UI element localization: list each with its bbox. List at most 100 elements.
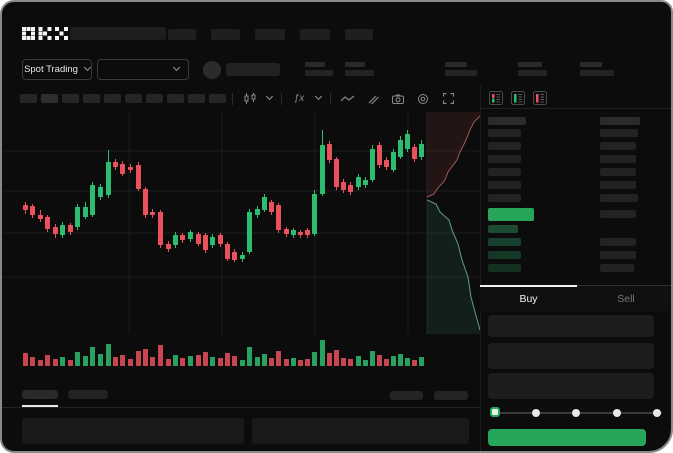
timeframe-pill[interactable] [209, 94, 226, 103]
book-asks-icon[interactable] [533, 91, 547, 105]
market-type-dropdown[interactable]: Spot Trading [22, 59, 92, 80]
draw-tool-icon[interactable] [365, 91, 381, 107]
bid-row-price[interactable] [488, 225, 518, 233]
stat-value-placeholder [305, 70, 333, 76]
stat-value-placeholder [445, 70, 477, 76]
line-tool-icon[interactable] [340, 91, 356, 107]
ask-row-price[interactable] [488, 129, 521, 137]
settings-gear-icon[interactable] [415, 91, 431, 107]
divider [480, 86, 481, 451]
ask-row-price[interactable] [488, 181, 521, 189]
timeframe-pill[interactable] [62, 94, 79, 103]
divider [480, 108, 671, 109]
coin-icon [203, 61, 221, 79]
divider [281, 92, 282, 105]
header-search-placeholder[interactable] [70, 27, 166, 40]
camera-icon[interactable] [390, 91, 406, 107]
volume-chart [23, 340, 424, 366]
stat-label-placeholder [345, 62, 365, 67]
market-type-label: Spot Trading [24, 64, 78, 75]
nav-item-placeholder[interactable] [211, 29, 240, 40]
chevron-down-icon [172, 63, 181, 72]
divider [2, 407, 480, 408]
timeframe-pill[interactable] [41, 94, 58, 103]
ask-row-price[interactable] [488, 142, 521, 150]
amount-slider[interactable] [490, 406, 662, 420]
slider-stop[interactable] [612, 409, 621, 417]
buy-button[interactable] [488, 429, 646, 446]
order-total-field[interactable] [488, 373, 654, 399]
depth-chart [427, 112, 480, 334]
pair-name-placeholder [226, 63, 280, 76]
orders-filter-button[interactable] [390, 391, 423, 400]
bid-row-price[interactable] [488, 238, 521, 246]
ask-row-amount [600, 129, 638, 137]
order-price-field[interactable] [488, 315, 654, 337]
chevron-down-icon[interactable] [265, 92, 274, 101]
nav-item-placeholder[interactable] [168, 29, 196, 40]
order-amount-field[interactable] [488, 343, 654, 369]
slider-stop[interactable] [531, 409, 540, 417]
trade-tabs: Buy Sell [480, 285, 671, 311]
nav-item-placeholder[interactable] [300, 29, 330, 40]
slider-stop[interactable] [653, 409, 661, 417]
last-price-bar [488, 208, 534, 221]
stat-label-placeholder [580, 62, 602, 67]
chart-tools: ƒx [232, 91, 456, 106]
bid-row-price[interactable] [488, 251, 521, 259]
ask-row-amount [600, 155, 636, 163]
timeframe-pill[interactable] [20, 94, 37, 103]
fullscreen-icon[interactable] [440, 91, 456, 107]
nav-item-placeholder[interactable] [345, 29, 373, 40]
orders-tab[interactable] [68, 390, 108, 399]
divider [232, 92, 233, 105]
ask-row-amount [600, 142, 636, 150]
ask-row-price[interactable] [488, 194, 521, 202]
orders-tab-active[interactable] [22, 390, 58, 399]
slider-handle-active[interactable] [490, 407, 500, 417]
timeframe-pill[interactable] [125, 94, 142, 103]
orders-panel-placeholder [22, 418, 244, 444]
stat-label-placeholder [305, 62, 325, 67]
book-bids-icon[interactable] [511, 91, 525, 105]
bid-row-price[interactable] [488, 264, 521, 272]
ask-row-price[interactable] [488, 155, 521, 163]
stat-label-placeholder [445, 62, 467, 67]
indicators-fx-icon[interactable]: ƒx [293, 93, 305, 104]
top-nav [168, 29, 373, 40]
timeframe-pill[interactable] [167, 94, 184, 103]
okx-logo [22, 27, 68, 40]
slider-stop[interactable] [572, 409, 580, 417]
timeframe-pill[interactable] [146, 94, 163, 103]
chevron-down-icon[interactable] [314, 92, 323, 101]
pair-selector-dropdown[interactable] [97, 59, 189, 80]
divider [330, 92, 331, 105]
stat-value-placeholder [345, 70, 374, 76]
ask-row-amount [600, 181, 636, 189]
tab-buy[interactable]: Buy [519, 293, 538, 305]
stat-value-placeholder [518, 70, 547, 76]
timeframe-pill[interactable] [104, 94, 121, 103]
tab-sell[interactable]: Sell [617, 293, 635, 305]
orderbook-header-amount [600, 117, 640, 125]
orderbook-header-price [488, 117, 526, 125]
book-split-icon[interactable] [489, 91, 503, 105]
ask-row-price[interactable] [488, 168, 521, 176]
ask-row-amount [600, 194, 638, 202]
order-book [480, 86, 671, 286]
ask-row-amount [600, 168, 636, 176]
bid-row-amount [600, 238, 636, 246]
bid-row-amount [600, 264, 634, 272]
stat-value-placeholder [580, 70, 614, 76]
active-tab-indicator [22, 405, 58, 407]
candle-type-icon[interactable] [242, 91, 258, 107]
nav-item-placeholder[interactable] [255, 29, 285, 40]
timeframe-pill[interactable] [188, 94, 205, 103]
chevron-down-icon [83, 63, 91, 72]
candlestick-chart[interactable] [2, 112, 480, 334]
active-tab-indicator [480, 285, 577, 287]
timeframe-pill[interactable] [83, 94, 100, 103]
last-price-amount [600, 210, 636, 218]
orders-filter-button[interactable] [434, 391, 468, 400]
